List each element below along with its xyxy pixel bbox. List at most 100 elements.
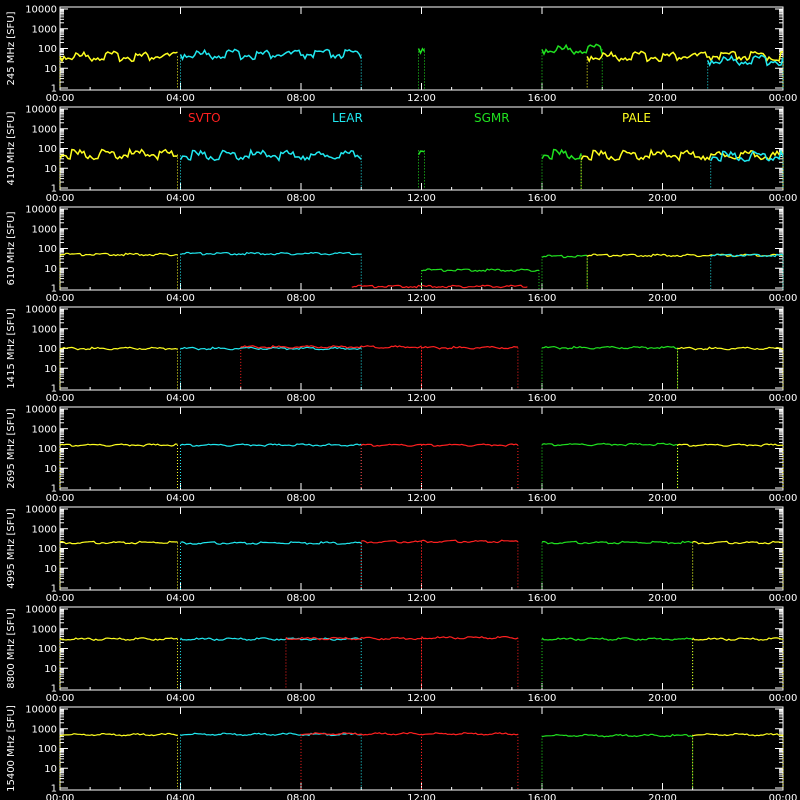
x-tick-label: 00:00: [46, 193, 75, 204]
x-tick-label: 00:00: [46, 593, 75, 604]
y-axis-label: 245 MHz [SFU]: [6, 11, 17, 85]
series-svto-trace: [421, 732, 519, 736]
x-tick-label: 08:00: [287, 93, 316, 104]
series-sgmr-trace: [541, 733, 693, 738]
series-svto-trace: [351, 284, 527, 289]
series-sgmr-trace: [541, 254, 588, 259]
y-tick-label: 1000: [32, 524, 57, 535]
x-tick-label: 08:00: [287, 293, 316, 304]
x-tick-label: 12:00: [407, 193, 436, 204]
y-tick-label: 100: [38, 444, 57, 455]
x-tick-label: 00:00: [769, 293, 798, 304]
x-tick-label: 00:00: [769, 393, 798, 404]
y-tick-label: 10000: [25, 305, 57, 316]
y-tick-label: 10: [44, 764, 57, 775]
y-tick-label: 1: [51, 684, 57, 695]
series-lear-trace: [179, 148, 362, 163]
y-tick-label: 1000: [32, 124, 57, 135]
x-tick-label: 00:00: [46, 493, 75, 504]
series-lear-trace: [180, 732, 362, 737]
series-sgmr-trace: [541, 43, 604, 56]
series-svto-trace: [421, 345, 518, 350]
x-tick-label: 04:00: [166, 393, 195, 404]
x-tick-label: 16:00: [528, 293, 557, 304]
x-tick-label: 00:00: [769, 493, 798, 504]
y-tick-label: 10: [44, 564, 57, 575]
series-lear-trace: [707, 54, 784, 67]
panel-6: 1 10 100 1000 10000 00:00 04:00 08:00 12:00 16:00…: [6, 605, 797, 705]
y-axis-label: 610 MHz [SFU]: [6, 211, 17, 285]
panel-0: 1 10 100 1000 10000 00:00 04:00 08:00 12:00 16:00…: [6, 5, 797, 105]
panel-1: 1 10 100 1000 10000 00:00 04:00 08:00 12:00 16:00…: [6, 105, 797, 205]
x-tick-label: 20:00: [648, 693, 677, 704]
x-tick-label: 12:00: [407, 93, 436, 104]
series-pale-trace: [692, 637, 784, 641]
legend-pale: PALE: [622, 111, 651, 125]
series-pale-trace: [692, 540, 784, 545]
plot-frame: [59, 6, 784, 91]
y-tick-label: 100: [38, 244, 57, 255]
x-tick-label: 00:00: [769, 193, 798, 204]
x-tick-label: 12:00: [407, 393, 436, 404]
series-pale-trace: [59, 147, 178, 162]
y-axis-label: 8800 MHz [SFU]: [6, 608, 17, 689]
series-svto-trace: [421, 443, 519, 447]
series-svto-trace: [421, 635, 519, 640]
x-tick-label: 08:00: [287, 193, 316, 204]
series-lear-trace: [180, 251, 362, 256]
x-tick-label: 00:00: [46, 693, 75, 704]
series-svto-trace: [361, 539, 422, 544]
plot-frame: [59, 706, 784, 791]
x-tick-label: 08:00: [287, 593, 316, 604]
series-svto-trace: [285, 636, 422, 641]
x-tick-label: 00:00: [46, 93, 75, 104]
plot-frame: [59, 106, 784, 191]
y-tick-label: 100: [38, 744, 57, 755]
series-pale-trace: [59, 540, 178, 545]
y-tick-label: 1: [51, 184, 57, 195]
x-tick-label: 16:00: [528, 193, 557, 204]
y-tick-label: 1000: [32, 24, 57, 35]
x-tick-label: 08:00: [287, 693, 316, 704]
series-lear-trace: [180, 541, 362, 545]
plot-frame: [59, 206, 784, 291]
y-axis-label: 4995 MHz [SFU]: [6, 508, 17, 589]
series-pale-trace: [677, 443, 784, 447]
x-tick-label: 20:00: [648, 593, 677, 604]
series-sgmr-trace: [541, 345, 678, 350]
y-tick-label: 1: [51, 484, 57, 495]
x-tick-label: 16:00: [528, 593, 557, 604]
x-tick-label: 04:00: [166, 193, 195, 204]
x-tick-label: 00:00: [46, 793, 75, 800]
legend-lear: LEAR: [332, 111, 363, 125]
panel-7: 1 10 100 1000 10000 00:00 04:00 08:00 12:00 16:00…: [6, 705, 797, 800]
y-tick-label: 10000: [25, 5, 57, 16]
x-tick-label: 08:00: [287, 493, 316, 504]
panel-2: 1 10 100 1000 10000 00:00 04:00 08:00 12:00 16:00…: [6, 205, 797, 305]
series-pale-trace: [59, 443, 178, 447]
panel-5: 1 10 100 1000 10000 00:00 04:00 08:00 12:00 16:00…: [6, 505, 797, 605]
x-tick-label: 12:00: [407, 693, 436, 704]
x-tick-label: 04:00: [166, 93, 195, 104]
y-tick-label: 1: [51, 84, 57, 95]
series-sgmr-trace: [421, 268, 539, 273]
series-pale-trace: [59, 732, 178, 737]
series-lear-trace: [180, 443, 362, 447]
y-tick-label: 10000: [25, 405, 57, 416]
x-tick-label: 08:00: [287, 393, 316, 404]
y-tick-label: 10000: [25, 105, 57, 116]
series-sgmr-trace: [417, 47, 426, 55]
series-sgmr-trace: [541, 637, 693, 641]
series-svto-trace: [300, 732, 422, 736]
panel-3: 1 10 100 1000 10000 00:00 04:00 08:00 12:00 16:00…: [6, 305, 797, 405]
y-axis-label: 410 MHz [SFU]: [6, 111, 17, 185]
x-tick-label: 12:00: [407, 293, 436, 304]
series-pale-trace: [580, 148, 784, 163]
x-tick-label: 16:00: [528, 93, 557, 104]
series-svto-trace: [361, 443, 422, 447]
x-tick-label: 12:00: [407, 593, 436, 604]
y-tick-label: 10: [44, 464, 57, 475]
series-pale-trace: [59, 252, 178, 257]
x-tick-label: 04:00: [166, 293, 195, 304]
